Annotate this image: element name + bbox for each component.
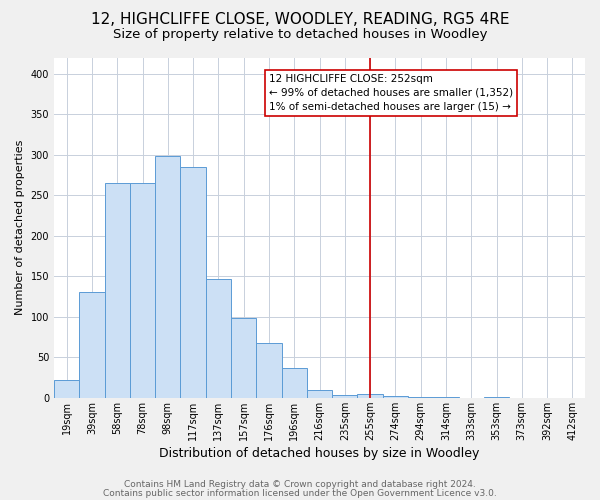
Bar xyxy=(256,342,281,398)
Bar xyxy=(332,396,358,398)
Text: 12, HIGHCLIFFE CLOSE, WOODLEY, READING, RG5 4RE: 12, HIGHCLIFFE CLOSE, WOODLEY, READING, … xyxy=(91,12,509,28)
Bar xyxy=(383,396,408,398)
Text: Contains HM Land Registry data © Crown copyright and database right 2024.: Contains HM Land Registry data © Crown c… xyxy=(124,480,476,489)
Bar xyxy=(155,156,181,398)
Text: Contains public sector information licensed under the Open Government Licence v3: Contains public sector information licen… xyxy=(103,488,497,498)
Bar xyxy=(181,167,206,398)
Bar xyxy=(104,183,130,398)
Bar xyxy=(206,278,231,398)
Bar xyxy=(408,397,433,398)
Bar xyxy=(307,390,332,398)
Y-axis label: Number of detached properties: Number of detached properties xyxy=(15,140,25,316)
Bar xyxy=(484,397,509,398)
Bar xyxy=(231,318,256,398)
X-axis label: Distribution of detached houses by size in Woodley: Distribution of detached houses by size … xyxy=(160,447,480,460)
Bar xyxy=(79,292,104,398)
Bar xyxy=(54,380,79,398)
Text: 12 HIGHCLIFFE CLOSE: 252sqm
← 99% of detached houses are smaller (1,352)
1% of s: 12 HIGHCLIFFE CLOSE: 252sqm ← 99% of det… xyxy=(269,74,513,112)
Bar xyxy=(130,183,155,398)
Bar xyxy=(281,368,307,398)
Bar xyxy=(433,397,458,398)
Bar xyxy=(358,394,383,398)
Text: Size of property relative to detached houses in Woodley: Size of property relative to detached ho… xyxy=(113,28,487,41)
